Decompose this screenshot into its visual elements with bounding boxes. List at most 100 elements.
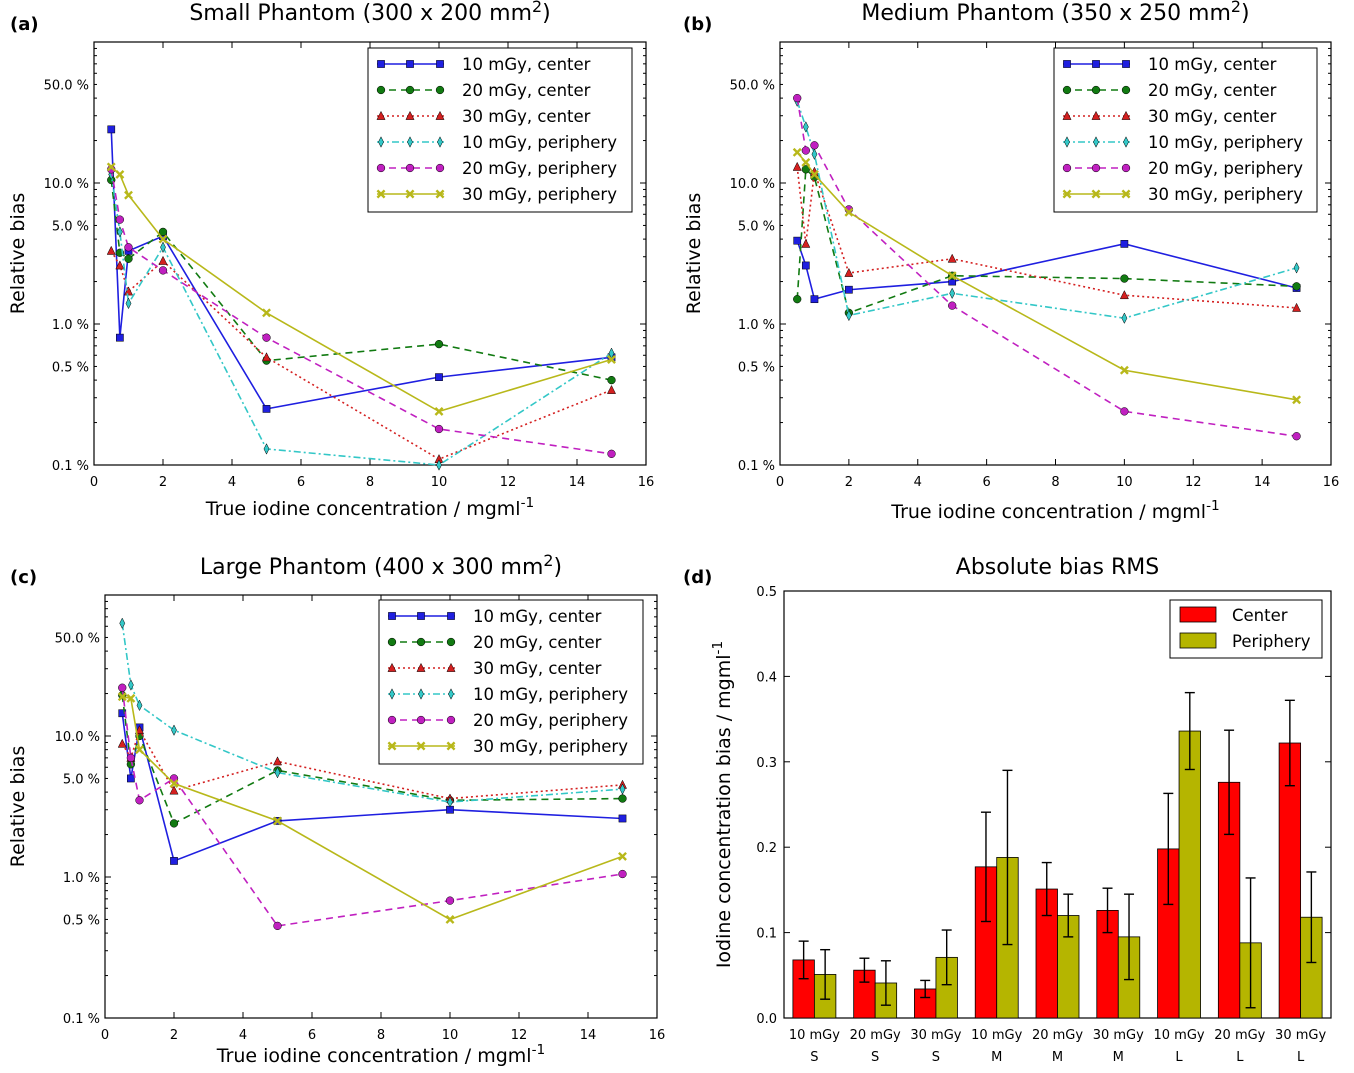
data-point (793, 236, 802, 245)
x-tick-label: 2 (845, 475, 853, 490)
legend-marker (405, 163, 415, 173)
legend-marker (435, 163, 445, 173)
y-tick-label: 0.3 (756, 756, 777, 771)
legend-marker (448, 688, 454, 700)
data-point (262, 405, 271, 413)
legend-label: 30 mGy, periphery (1148, 185, 1303, 204)
x-tick-label: L (1175, 1050, 1183, 1065)
data-point (1292, 302, 1302, 312)
data-point (844, 267, 854, 277)
legend-marker (446, 741, 456, 751)
data-point (126, 753, 136, 762)
series-10c (793, 236, 1301, 304)
legend-swatch (1179, 606, 1217, 623)
data-point (169, 779, 179, 788)
x-tick-label: 2 (170, 1028, 178, 1043)
x-tick-label: 10 mGy (971, 1028, 1022, 1043)
legend-marker (416, 741, 426, 751)
legend-marker (378, 136, 384, 148)
legend-marker (387, 741, 397, 751)
data-point (619, 783, 626, 795)
data-point (106, 162, 116, 172)
data-point (1121, 312, 1128, 324)
data-point (1120, 274, 1129, 283)
data-point (792, 147, 802, 157)
y-axis-label: Relative bias (683, 193, 705, 315)
legend-marker (446, 715, 456, 725)
data-point (809, 169, 819, 179)
legend-marker (1121, 110, 1131, 120)
data-point (434, 424, 444, 434)
x-tick-label: 30 mGy (910, 1028, 961, 1043)
legend-marker (446, 637, 456, 647)
series-30c (792, 161, 1302, 312)
legend-marker (1121, 85, 1131, 95)
data-point (607, 449, 616, 458)
x-tick-label: 8 (1051, 475, 1059, 490)
y-tick-label: 0.1 % (63, 1012, 100, 1027)
panel-d: 0.0 0.1 0.2 0.3 0.4 0.5 10 mGy S 20 mGy S 30 mGy S 1… (683, 555, 1332, 1065)
data-point (158, 266, 168, 275)
x-tick-label: S (871, 1050, 879, 1065)
y-tick-label: 10.0 % (730, 177, 775, 192)
legend-marker (1091, 189, 1101, 199)
x-tick-label: 4 (228, 475, 236, 490)
data-point (792, 161, 802, 171)
data-point (115, 215, 125, 224)
y-tick-label: 0.2 (756, 841, 777, 856)
data-point (169, 819, 179, 828)
legend-box (1053, 47, 1318, 213)
data-point (117, 692, 127, 702)
x-tick-label: 16 (649, 1028, 666, 1043)
legend-marker (416, 662, 426, 672)
legend-label: 10 mGy, periphery (473, 685, 628, 704)
legend-label: 10 mGy, center (473, 607, 602, 626)
y-tick-label: 0.0 (756, 1012, 777, 1027)
bar (1178, 730, 1201, 1019)
data-point (124, 243, 133, 252)
y-tick-label: 1.0 % (52, 318, 89, 333)
legend-marker (1062, 189, 1072, 199)
legend-box (367, 47, 633, 213)
y-axis-label: Relative bias (7, 746, 29, 868)
legend-marker (405, 110, 415, 120)
data-point (124, 254, 133, 263)
legend-marker (1064, 136, 1070, 148)
data-point (845, 309, 852, 322)
panel-letter: (b) (683, 14, 712, 35)
legend-label: 30 mGy, periphery (462, 185, 617, 204)
data-point (793, 295, 802, 304)
legend-marker (405, 85, 415, 95)
legend-label: 10 mGy, periphery (462, 133, 617, 152)
y-tick-label: 0.5 (756, 585, 777, 600)
x-tick-label: 12 (1185, 475, 1202, 490)
x-tick-label: 12 (511, 1028, 528, 1043)
y-tick-label: 50.0 % (44, 78, 89, 93)
x-tick-label: S (810, 1050, 818, 1065)
chart-title: Large Phantom (400 x 300 mm2) (200, 551, 562, 580)
x-tick-label: 14 (1254, 475, 1271, 490)
legend-label: 20 mGy, periphery (473, 711, 628, 730)
x-tick-label: 14 (569, 475, 586, 490)
legend-marker (435, 110, 445, 120)
legend-label: 20 mGy, center (473, 633, 602, 652)
legend-marker (387, 662, 397, 672)
data-point (262, 308, 271, 318)
legend-marker (376, 163, 386, 173)
data-point (436, 459, 442, 471)
data-point (435, 373, 443, 381)
data-point (160, 241, 166, 254)
legend-marker (435, 85, 445, 95)
data-point (801, 165, 810, 174)
panel-b: 0 2 4 6 8 10 12 14 16 0.1 % 0.5 % 1.0 % 5.0 % 10.0 % 5… (683, 0, 1339, 523)
legend-marker (1062, 85, 1072, 95)
data-point (135, 745, 144, 755)
panel-letter: (d) (683, 567, 712, 588)
series-30p (106, 162, 616, 416)
data-point (126, 693, 136, 703)
data-point (801, 157, 811, 167)
data-point (802, 121, 809, 133)
series-10p (119, 617, 626, 808)
legend-swatch (1179, 632, 1217, 649)
